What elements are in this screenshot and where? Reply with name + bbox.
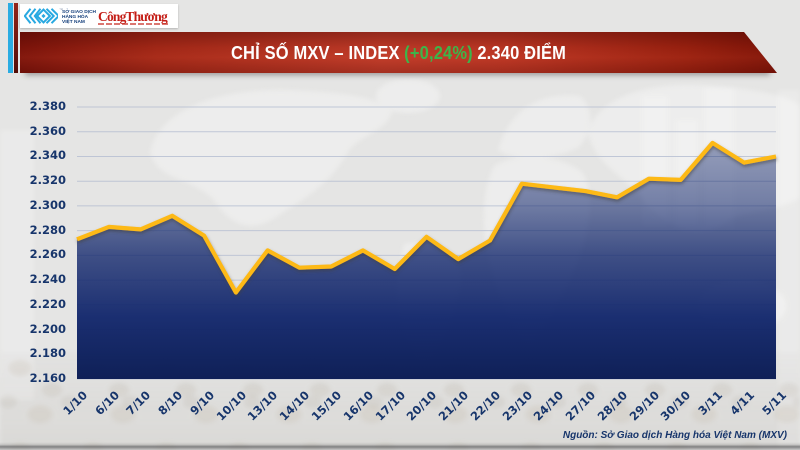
title-main: CHỈ SỐ MXV – INDEX [230, 41, 400, 63]
title-banner: CHỈ SỐ MXV – INDEX (+0,24%) 2.340 ĐIỂM [20, 32, 777, 73]
y-tick-label: 2.220 [29, 296, 66, 311]
y-tick-label: 2.360 [29, 123, 66, 138]
y-tick-label: 2.200 [29, 321, 66, 336]
newspaper-name: Công Thương [98, 8, 168, 24]
exchange-name-line: SỞ GIAO DỊCH [62, 9, 96, 15]
title-value: 2.340 ĐIỂM [477, 41, 567, 63]
title-change-percent: (+0,24%) [404, 41, 473, 63]
left-accent-stripe-cyan [8, 3, 13, 73]
exchange-name: SỞ GIAO DỊCH HÀNG HÓA VIỆT NAM [62, 10, 96, 26]
y-tick-label: 2.180 [29, 346, 66, 361]
exchange-name-line: HÀNG HÓA [62, 14, 89, 20]
index-area-fill [77, 142, 776, 379]
y-tick-label: 2.160 [29, 371, 66, 385]
trademark-symbol: ™ [59, 7, 63, 12]
brand-logo-box: ™ SỞ GIAO DỊCH HÀNG HÓA VIỆT NAM Công Th… [20, 4, 178, 28]
source-note: Nguồn: Sở Giao dịch Hàng hóa Việt Nam (M… [562, 430, 787, 441]
y-tick-label: 2.320 [29, 173, 66, 188]
y-tick-label: 2.260 [29, 247, 66, 262]
chart-title: CHỈ SỐ MXV – INDEX (+0,24%) 2.340 ĐIỂM [58, 32, 739, 73]
y-tick-label: 2.280 [29, 222, 66, 237]
y-tick-label: 2.300 [29, 197, 66, 212]
y-tick-label: 2.240 [29, 272, 66, 287]
y-tick-label: 2.340 [29, 148, 66, 163]
exchange-name-line: VIỆT NAM [62, 19, 85, 25]
left-accent-stripe-maroon [13, 3, 18, 73]
bottom-shadow-band [0, 442, 800, 450]
index-line [76, 140, 777, 295]
mxv-exchange-logo-icon [24, 8, 58, 24]
cong-thuong-wordmark: Công Thương [98, 8, 168, 25]
y-tick-label: 2.380 [29, 99, 66, 113]
newspaper-tagline-line [98, 23, 168, 25]
